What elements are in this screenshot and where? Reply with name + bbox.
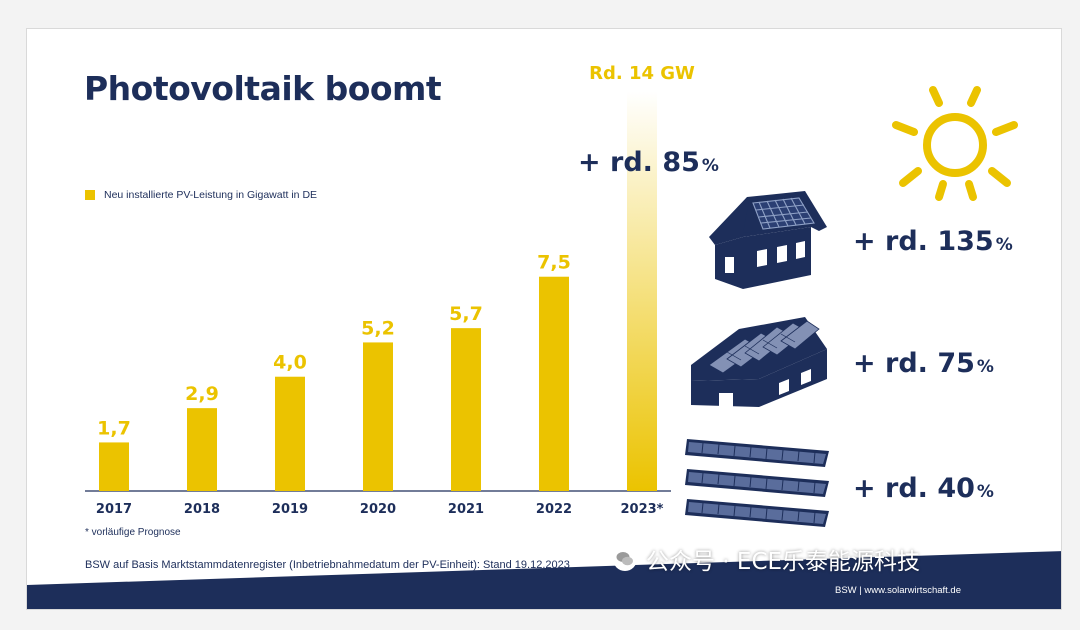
ground-mounted-growth-unit: % [976,482,994,502]
data-label-2022: 7,5 [537,252,571,274]
slide-card: Photovoltaik boomt Neu installierte PV-L… [26,28,1062,610]
bar-2023 [627,91,657,491]
x-tick-label-2019: 2019 [272,502,308,517]
footer-band [27,551,1061,609]
x-tick-label-2020: 2020 [360,502,396,517]
total-growth-annotation: + rd. 85% [578,147,719,178]
data-label-2017: 1,7 [97,417,131,439]
bar-2020 [363,342,393,491]
legend-swatch [85,190,95,200]
source-note: BSW auf Basis Marktstammdatenregister (I… [85,559,570,571]
house-solar-roof-icon [709,191,827,289]
bar-chart: 1,7 2017 2,9 2018 4,0 2019 5,2 2020 5,7 2021 7,5 20… [85,63,695,517]
total-growth-value: + rd. 85 [578,147,700,178]
bar-2021 [451,328,481,491]
residential-roof-growth: + rd. 135% [853,226,1013,257]
data-label-2019: 4,0 [273,352,307,374]
sun-icon [892,86,1018,201]
ground-mounted-growth: + rd. 40% [853,473,994,504]
chart-title: Photovoltaik boomt [84,69,442,108]
ground-mounted-solar-panels-icon [685,439,829,527]
x-tick-label-2018: 2018 [184,502,220,517]
residential-roof-growth-value: + rd. 135 [853,226,994,257]
x-tick-label-2022: 2022 [536,502,572,517]
chart-footnote: * vorläufige Prognose [85,527,181,538]
commercial-roof-growth: + rd. 75% [853,348,994,379]
bar-2017 [99,442,129,491]
wechat-icon [613,547,637,571]
x-tick-label-2017: 2017 [96,502,132,517]
watermark-text: 公众号 · ECE乐泰能源科技 [646,549,921,575]
website-link[interactable]: BSW | www.solarwirtschaft.de [835,585,962,596]
residential-roof-growth-unit: % [995,235,1013,255]
commercial-roof-growth-value: + rd. 75 [853,348,975,379]
data-label-2023: Rd. 14 GW [589,63,695,84]
bar-2018 [187,408,217,491]
data-label-2021: 5,7 [449,303,483,325]
data-label-2018: 2,9 [185,383,219,405]
ground-mounted-growth-value: + rd. 40 [853,473,975,504]
watermark: 公众号 · ECE乐泰能源科技 [612,542,920,576]
legend-label: Neu installierte PV-Leistung in Gigawatt… [104,189,318,201]
bar-2019 [275,376,305,491]
data-label-2020: 5,2 [361,317,395,339]
total-growth-unit: % [701,156,719,176]
commercial-building-solar-icon [691,317,827,407]
chart-legend: Neu installierte PV-Leistung in Gigawatt… [85,189,317,201]
x-tick-label-2023: 2023* [621,502,664,517]
x-tick-label-2021: 2021 [448,502,484,517]
bar-2022 [539,276,569,491]
commercial-roof-growth-unit: % [976,357,994,377]
